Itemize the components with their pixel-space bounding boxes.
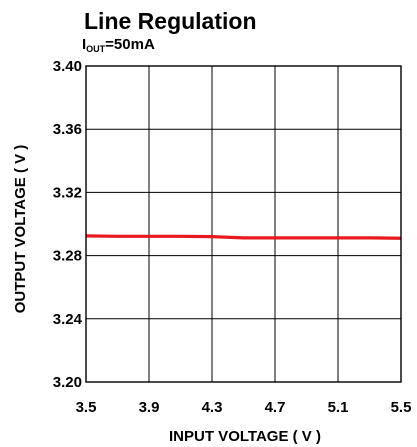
x-tick-labels: 3.5 3.9 4.3 4.7 5.1 5.5 (76, 399, 412, 416)
y-tick-labels: 3.20 3.24 3.28 3.32 3.36 3.40 (53, 58, 83, 391)
y-tick-label-3: 3.32 (53, 184, 82, 201)
grid-layer (85, 65, 402, 383)
x-tick-label-5: 5.5 (391, 399, 412, 416)
y-tick-label-5: 3.40 (53, 58, 82, 75)
chart-subtitle-rest: =50mA (105, 36, 155, 53)
x-tick-label-1: 3.9 (139, 399, 160, 416)
x-tick-label-4: 5.1 (328, 399, 349, 416)
plot-frame (85, 65, 402, 383)
x-tick-label-0: 3.5 (76, 399, 97, 416)
x-tick-label-2: 4.3 (202, 399, 223, 416)
y-tick-label-1: 3.24 (53, 311, 83, 328)
chart-subtitle-sub: OUT (86, 44, 106, 54)
chart-title: Line Regulation (84, 8, 257, 34)
y-tick-label-2: 3.28 (53, 248, 82, 265)
series-layer (85, 234, 402, 240)
x-tick-label-3: 4.7 (265, 399, 286, 416)
chart-subtitle: IOUT=50mA (82, 36, 155, 54)
series-line-0 (85, 234, 402, 240)
x-axis-label: INPUT VOLTAGE ( V ) (169, 428, 321, 445)
y-tick-label-0: 3.20 (53, 374, 82, 391)
chart-subtitle-main: I (82, 36, 86, 53)
y-axis-label: OUTPUT VOLTAGE ( V ) (12, 145, 29, 314)
y-tick-label-4: 3.36 (53, 121, 82, 138)
